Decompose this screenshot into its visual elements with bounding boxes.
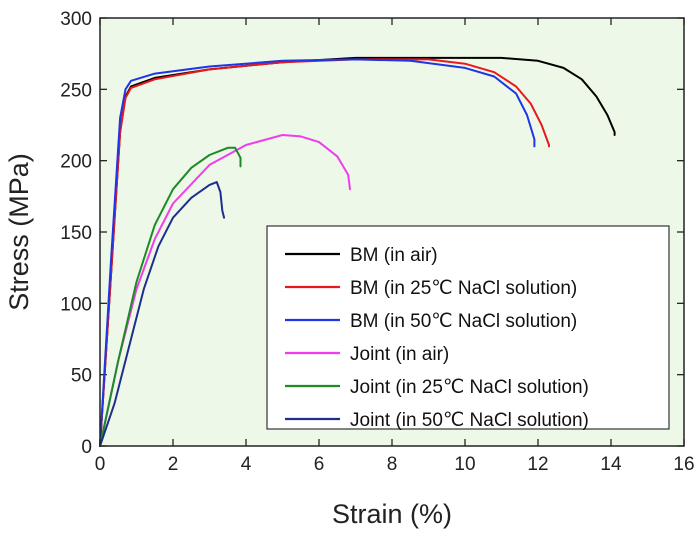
legend-label-6: Joint (in 50℃ NaCl solution) xyxy=(350,410,589,431)
x-tick-label: 10 xyxy=(454,454,475,475)
legend-label-1: BM (in air) xyxy=(350,245,438,266)
y-tick-label: 200 xyxy=(60,152,92,173)
legend-label-2: BM (in 25℃ NaCl solution) xyxy=(350,278,577,299)
y-tick-label: 0 xyxy=(81,437,92,458)
tick-labels: 0 2 4 6 8 10 12 14 16 0 50 100 150 200 250 300 xyxy=(60,9,694,475)
legend-label-4: Joint (in air) xyxy=(350,344,449,365)
y-tick-label: 150 xyxy=(60,223,92,244)
series-line-6 xyxy=(99,181,226,447)
y-tick-label: 250 xyxy=(60,80,92,101)
x-axis-title: Strain (%) xyxy=(332,499,452,529)
x-tick-label: 14 xyxy=(600,454,622,475)
x-tick-label: 16 xyxy=(673,454,694,475)
legend: BM (in air) BM (in 25℃ NaCl solution) BM (… xyxy=(266,225,670,431)
y-tick-label: 100 xyxy=(60,294,92,315)
y-axis-title: Stress (MPa) xyxy=(4,153,34,311)
y-tick-label: 50 xyxy=(71,366,92,387)
series-line-3 xyxy=(99,58,536,447)
x-tick-label: 4 xyxy=(241,454,252,475)
legend-label-3: BM (in 50℃ NaCl solution) xyxy=(350,311,577,332)
x-tick-label: 12 xyxy=(527,454,548,475)
x-tick-label: 6 xyxy=(314,454,325,475)
x-tick-label: 0 xyxy=(95,454,106,475)
x-tick-label: 2 xyxy=(168,454,179,475)
y-tick-label: 300 xyxy=(60,9,92,30)
plot-frame xyxy=(99,17,685,447)
series-line-5 xyxy=(99,146,242,447)
series-layer xyxy=(99,56,616,447)
x-tick-label: 8 xyxy=(387,454,398,475)
legend-box xyxy=(266,225,670,430)
legend-label-5: Joint (in 25℃ NaCl solution) xyxy=(350,377,589,398)
series-line-4 xyxy=(99,134,351,447)
